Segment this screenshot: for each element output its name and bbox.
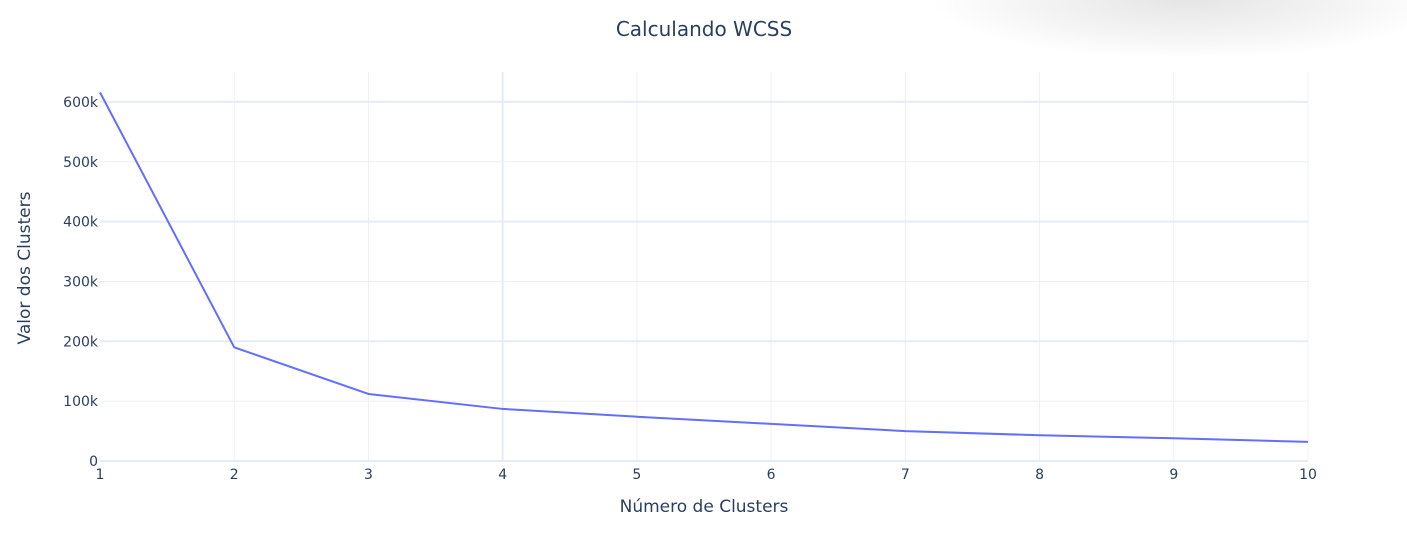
x-tick-label: 5: [632, 467, 641, 483]
chart-title: Calculando WCSS: [616, 17, 792, 41]
grid: [100, 72, 1309, 461]
y-tick-label: 600k: [63, 95, 99, 111]
x-tick-label: 6: [767, 467, 776, 483]
x-tick-label: 1: [96, 467, 105, 483]
data-point[interactable]: [229, 342, 239, 352]
x-tick-label: 7: [901, 467, 910, 483]
series-layer: [95, 87, 1313, 447]
data-point[interactable]: [1303, 437, 1313, 447]
x-tick-label: 10: [1299, 467, 1317, 483]
x-tick-label: 8: [1035, 467, 1044, 483]
data-point[interactable]: [766, 419, 776, 429]
data-point[interactable]: [900, 426, 910, 436]
axes: 1 2 3 4 5 6 7 8 9 10 0 100k 200k 300k 400k 500k 600k: [63, 95, 1317, 483]
x-axis-title: Número de Clusters: [620, 497, 789, 517]
data-point[interactable]: [1169, 433, 1179, 443]
data-point[interactable]: [632, 412, 642, 422]
y-tick-label: 400k: [63, 215, 99, 231]
y-tick-label: 0: [89, 454, 98, 470]
x-tick-label: 4: [498, 467, 507, 483]
y-tick-label: 300k: [63, 274, 99, 290]
x-tick-label: 3: [364, 467, 373, 483]
data-point[interactable]: [498, 404, 508, 414]
y-tick-label: 100k: [63, 394, 99, 410]
y-axis-title: Valor dos Clusters: [15, 191, 35, 344]
data-point[interactable]: [363, 389, 373, 399]
x-tick-label: 9: [1169, 467, 1178, 483]
data-point[interactable]: [95, 87, 105, 97]
wcss-series-line: [99, 91, 1309, 443]
y-tick-label: 200k: [63, 334, 99, 350]
x-tick-label: 2: [230, 467, 239, 483]
data-point[interactable]: [1035, 430, 1045, 440]
y-tick-label: 500k: [63, 155, 99, 171]
